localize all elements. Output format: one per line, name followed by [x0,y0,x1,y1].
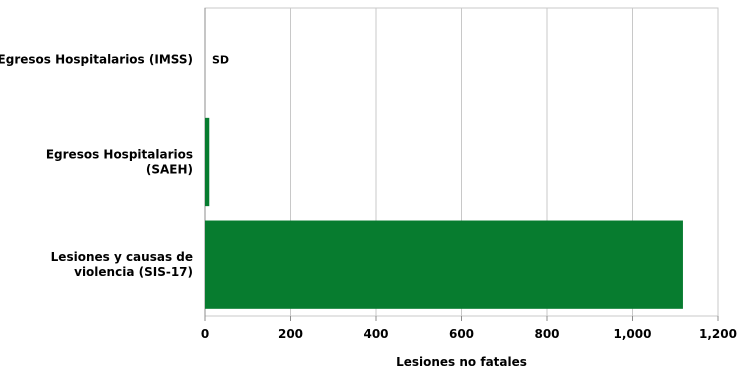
x-tick-label: 600 [449,327,474,341]
x-tick-label: 400 [363,327,388,341]
category-label: violencia (SIS-17) [74,265,193,279]
x-tick-label: 800 [534,327,559,341]
x-tick-label: 200 [278,327,303,341]
category-label: Egresos Hospitalarios (IMSS) [0,52,193,66]
category-label: Egresos Hospitalarios [46,148,193,162]
bar [205,117,210,207]
x-tick-label: 1,200 [699,327,737,341]
bar [205,220,683,309]
category-label: (SAEH) [146,163,193,177]
x-tick-label: 1,000 [614,327,652,341]
data-label: SD [212,53,229,66]
category-label: Lesiones y causas de [51,250,193,264]
x-tick-label: 0 [201,327,209,341]
x-axis-title: Lesiones no fatales [396,355,527,369]
